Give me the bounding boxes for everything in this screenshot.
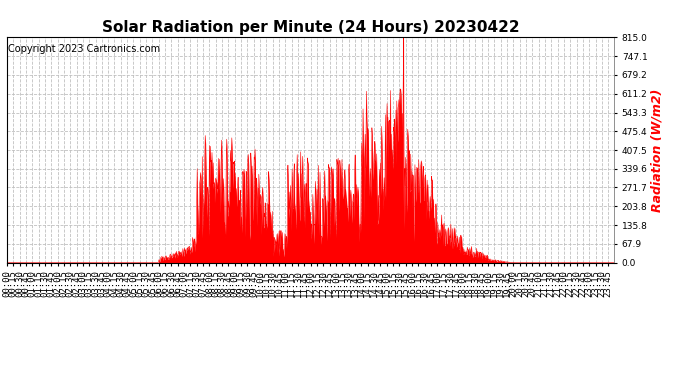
- Y-axis label: Radiation (W/m2): Radiation (W/m2): [651, 88, 663, 212]
- Text: Copyright 2023 Cartronics.com: Copyright 2023 Cartronics.com: [8, 44, 159, 54]
- Title: Solar Radiation per Minute (24 Hours) 20230422: Solar Radiation per Minute (24 Hours) 20…: [101, 20, 520, 35]
